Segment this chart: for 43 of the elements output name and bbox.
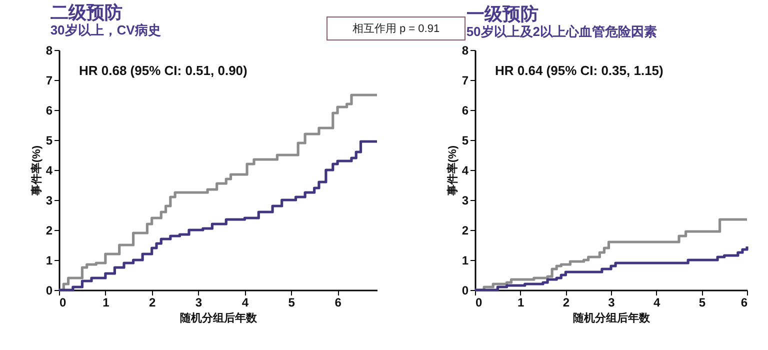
- x-tick-label: 3: [608, 296, 616, 310]
- x-tick-label: 5: [288, 296, 296, 310]
- y-tick-label: 1: [462, 254, 469, 268]
- y-tick-label: 6: [46, 104, 53, 118]
- y-tick-label: 7: [462, 74, 469, 88]
- chart-title: 一级预防: [466, 4, 538, 24]
- y-tick-label: 3: [46, 194, 53, 208]
- x-tick-label: 2: [562, 296, 570, 310]
- y-tick-label: 6: [462, 104, 469, 118]
- x-tick-label: 5: [698, 296, 706, 310]
- y-axis-title: 事件率(%): [446, 145, 459, 197]
- x-axis-title: 随机分组后年数: [180, 312, 258, 324]
- y-tick-label: 4: [462, 164, 469, 178]
- chart-subtitle: 50岁以上及2以上心血管危险因素: [466, 24, 658, 39]
- y-tick-label: 3: [462, 194, 469, 208]
- x-tick-label: 4: [653, 296, 660, 310]
- x-axis-title: 随机分组后年数: [573, 312, 651, 324]
- y-tick-label: 4: [46, 164, 53, 178]
- chart-title: 二级预防: [50, 2, 122, 22]
- y-tick-label: 2: [46, 224, 53, 238]
- x-tick-label: 0: [60, 296, 66, 310]
- x-tick-label: 0: [476, 296, 482, 310]
- text: 相互作用 p = 0.91: [352, 22, 440, 35]
- x-tick-label: 3: [195, 296, 202, 310]
- y-axis-title: 事件率(%): [30, 145, 43, 197]
- annotation: HR 0.68 (95% CI: 0.51, 0.90): [79, 63, 248, 78]
- y-tick-label: 8: [462, 44, 469, 58]
- chart-subtitle: 30岁以上，CV病史: [50, 22, 161, 38]
- y-tick-label: 7: [46, 74, 53, 88]
- x-tick-label: 2: [149, 296, 156, 310]
- y-tick-label: 5: [462, 134, 469, 148]
- y-tick-label: 0: [46, 284, 53, 298]
- x-tick-label: 4: [242, 296, 249, 310]
- y-tick-label: 1: [46, 254, 53, 268]
- x-tick-label: 6: [740, 296, 748, 310]
- y-tick-label: 8: [46, 44, 53, 58]
- y-tick-label: 5: [46, 134, 53, 148]
- y-tick-label: 0: [462, 284, 469, 298]
- x-tick-label: 1: [102, 296, 110, 310]
- y-tick-label: 2: [462, 224, 469, 238]
- x-tick-label: 6: [334, 296, 342, 310]
- annotation: HR 0.64 (95% CI: 0.35, 1.15): [495, 63, 664, 78]
- x-tick-label: 1: [517, 296, 524, 310]
